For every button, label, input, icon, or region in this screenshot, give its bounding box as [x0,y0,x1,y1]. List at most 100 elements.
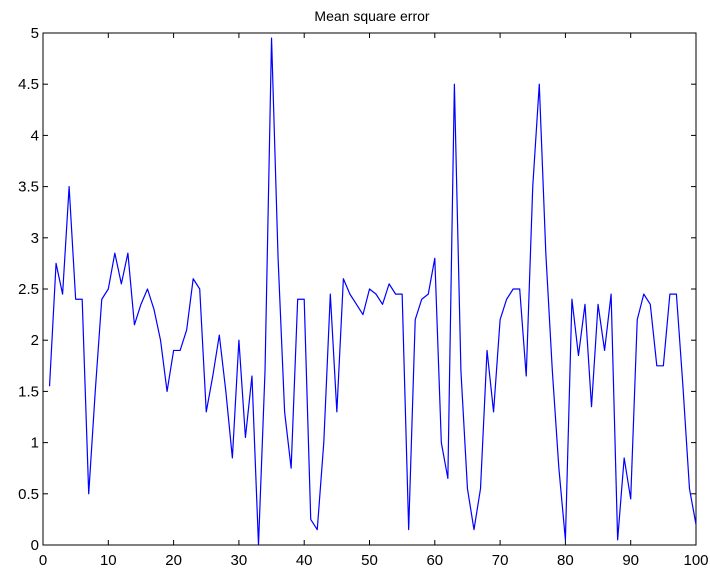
data-point [192,277,195,280]
data-point [166,390,169,393]
data-point [120,282,123,285]
data-point [505,298,508,301]
data-point [224,390,227,393]
data-point [407,528,410,531]
data-point [68,185,71,188]
data-point [623,456,626,459]
data-point [459,369,462,372]
data-point [544,252,547,255]
x-tick-label: 90 [622,552,639,569]
data-point [139,303,142,306]
data-point [610,293,613,296]
y-tick-label: 4.5 [18,76,39,93]
data-point [414,318,417,321]
data-point [420,298,423,301]
data-point [126,252,129,255]
data-point [394,293,397,296]
data-point [453,83,456,86]
data-point [172,349,175,352]
data-point [681,385,684,388]
data-point [316,528,319,531]
data-point [303,298,306,301]
data-point [87,492,90,495]
data-point [153,308,156,311]
data-point [577,354,580,357]
data-point [100,298,103,301]
data-point [427,293,430,296]
data-point [270,37,273,40]
data-point [296,298,299,301]
data-point [61,293,64,296]
data-point [277,257,280,260]
y-tick-label: 0 [31,537,39,554]
data-point [322,441,325,444]
chart-title: Mean square error [314,8,430,24]
data-point [688,487,691,490]
data-point [479,487,482,490]
data-point [375,293,378,296]
data-point [401,293,404,296]
data-point [538,83,541,86]
data-point [146,288,149,291]
x-tick-label: 10 [100,552,117,569]
data-point [472,528,475,531]
data-point [525,375,528,378]
data-point [218,334,221,337]
data-point [603,349,606,352]
data-point [309,518,312,521]
data-point [348,293,351,296]
data-point [231,456,234,459]
x-tick-label: 40 [296,552,313,569]
data-point [564,538,567,541]
data-point [257,544,260,547]
data-point [94,390,97,393]
axis-ticks [42,32,697,546]
x-tick-label: 100 [683,552,708,569]
data-point [335,410,338,413]
data-point [355,303,358,306]
data-point [361,313,364,316]
data-point [211,375,214,378]
data-point [551,369,554,372]
data-point [440,441,443,444]
x-tick-label: 60 [426,552,443,569]
data-point [74,298,77,301]
data-point [597,303,600,306]
data-point [446,477,449,480]
data-point [583,303,586,306]
data-point [492,410,495,413]
data-point [662,364,665,367]
data-point [486,349,489,352]
data-point [675,293,678,296]
y-tick-label: 2 [31,332,39,349]
data-point [329,293,332,296]
y-tick-label: 5 [31,25,39,42]
data-point [133,323,136,326]
data-point [250,375,253,378]
data-point [649,303,652,306]
data-point [695,523,698,526]
data-point [636,318,639,321]
data-point [668,293,671,296]
data-point [642,293,645,296]
data-point [81,298,84,301]
y-tick-label: 2.5 [18,281,39,298]
y-tick-label: 0.5 [18,486,39,503]
data-point [107,288,110,291]
data-point [179,349,182,352]
data-point [55,262,58,265]
y-tick-label: 4 [31,127,39,144]
mse-series-line [48,37,697,546]
x-tick-label: 50 [361,552,378,569]
y-tick-label: 3.5 [18,179,39,196]
data-point [290,467,293,470]
axis-tick-labels: 0 10 20 30 40 50 60 70 80 90 100 0 0.5 1 1.5 2 2.5 3 3.5 4 4… [18,25,708,569]
y-tick-label: 1.5 [18,383,39,400]
data-point [342,277,345,280]
data-point [512,288,515,291]
data-point [590,405,593,408]
data-point [499,318,502,321]
data-point [368,288,371,291]
data-point [531,185,534,188]
